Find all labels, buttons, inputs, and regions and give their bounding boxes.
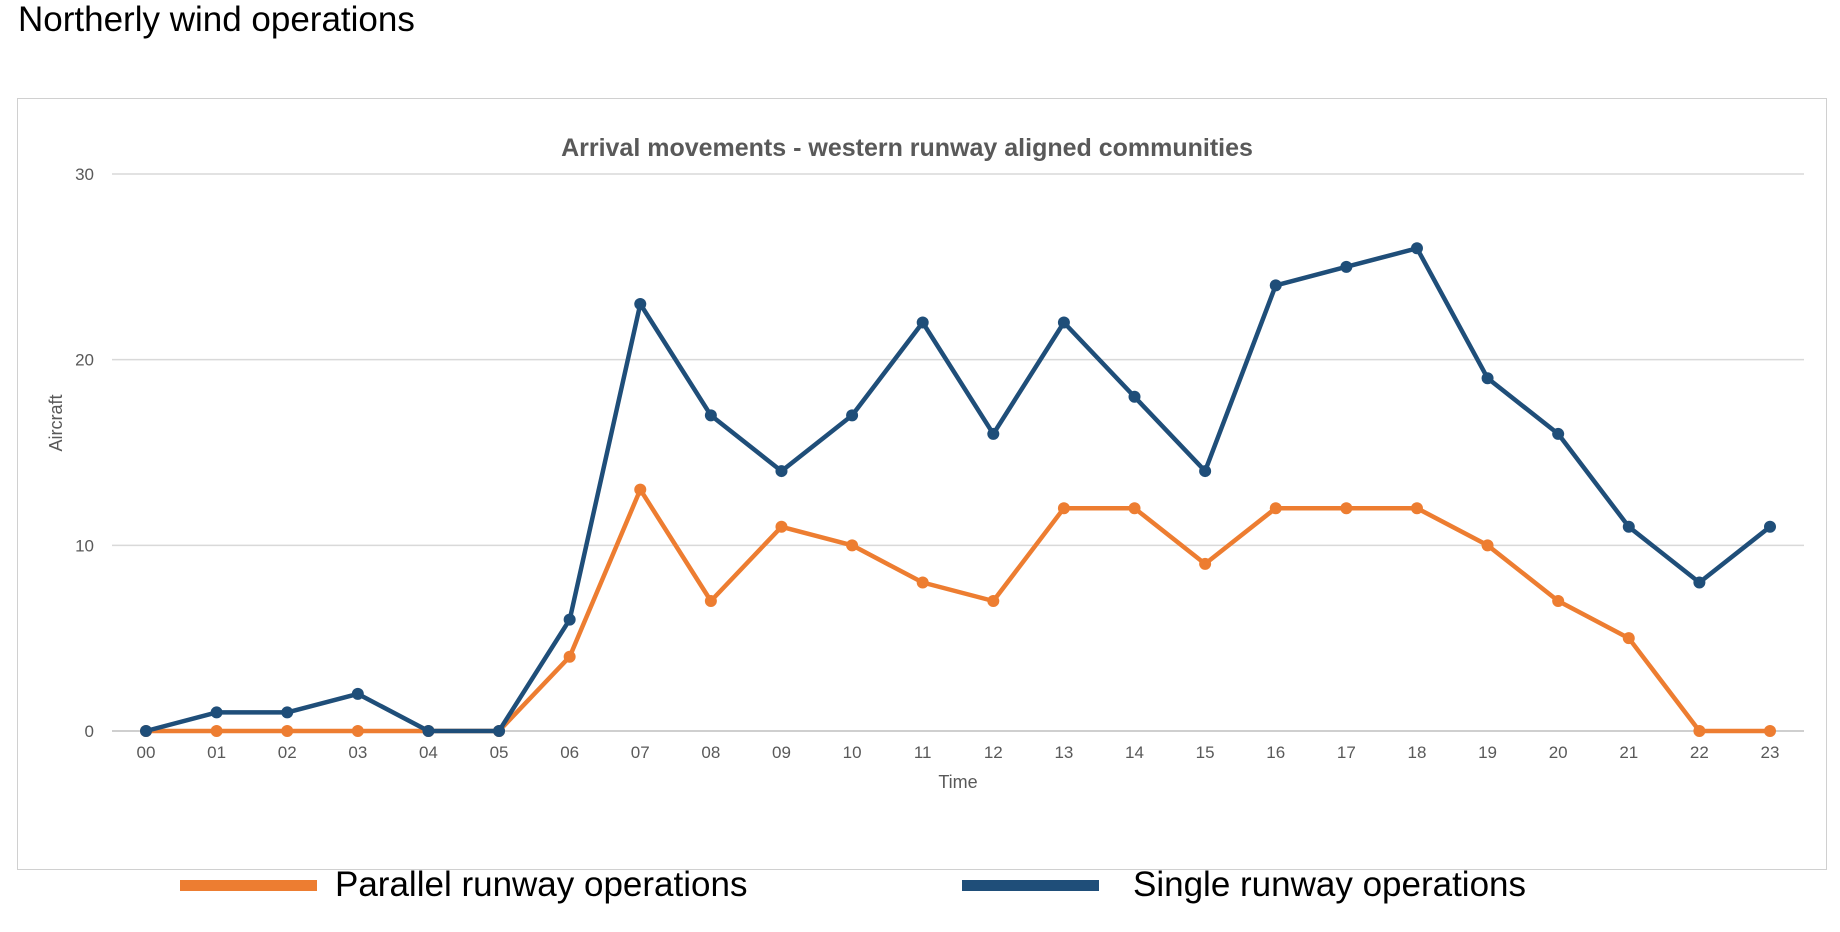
data-point — [634, 297, 647, 310]
x-tick-label: 02 — [278, 743, 297, 762]
data-point — [775, 520, 788, 533]
data-point — [634, 483, 647, 496]
legend-swatch-parallel — [180, 879, 317, 891]
data-point — [1481, 372, 1494, 385]
data-point — [1481, 539, 1494, 552]
series-layer — [140, 242, 1776, 737]
data-point — [1764, 725, 1776, 737]
series-1 — [140, 242, 1776, 737]
data-point — [422, 725, 435, 737]
gridlines — [112, 173, 1804, 732]
x-tick-label: 09 — [772, 743, 791, 762]
data-point — [210, 706, 223, 719]
data-point — [1269, 502, 1282, 515]
data-point — [493, 725, 506, 737]
x-tick-label: 12 — [984, 743, 1003, 762]
x-tick-label: 16 — [1266, 743, 1285, 762]
series-line — [143, 487, 1773, 734]
x-tick-label: 15 — [1196, 743, 1215, 762]
data-point — [281, 706, 294, 719]
data-point — [351, 725, 364, 737]
legend: Parallel runway operations Single runway… — [0, 860, 1840, 910]
x-tick-label: 01 — [207, 743, 226, 762]
data-point — [846, 409, 859, 422]
data-point — [1057, 502, 1070, 515]
x-tick-label: 22 — [1690, 743, 1709, 762]
data-point — [1057, 316, 1070, 329]
x-tick-label: 00 — [137, 743, 156, 762]
legend-label-single: Single runway operations — [1133, 865, 1527, 904]
data-point — [987, 595, 1000, 608]
data-point — [846, 539, 859, 552]
y-tick-labels: 0 10 20 30 — [75, 165, 94, 741]
y-tick-label: 10 — [75, 536, 94, 555]
x-tick-label: 07 — [631, 743, 650, 762]
data-point — [1340, 260, 1353, 273]
data-point — [1199, 465, 1212, 478]
data-point — [704, 409, 717, 422]
x-tick-label: 04 — [419, 743, 438, 762]
series-line — [143, 246, 1773, 734]
legend-label-parallel: Parallel runway operations — [335, 865, 748, 904]
page-heading: Northerly wind operations — [18, 0, 415, 39]
data-point — [1128, 390, 1141, 403]
data-point — [210, 725, 223, 737]
data-point — [775, 465, 788, 478]
x-tick-label: 06 — [560, 743, 579, 762]
data-point — [1269, 279, 1282, 292]
data-point — [140, 725, 152, 737]
x-tick-label: 08 — [701, 743, 720, 762]
data-point — [916, 316, 929, 329]
data-point — [563, 650, 576, 663]
y-axis-label: Aircraft — [46, 394, 66, 451]
data-point — [1410, 242, 1423, 255]
y-tick-label: 30 — [75, 165, 94, 184]
data-point — [1199, 557, 1212, 570]
y-tick-label: 20 — [75, 351, 94, 370]
x-tick-label: 03 — [348, 743, 367, 762]
data-point — [1552, 427, 1565, 440]
line-chart: Arrival movements - western runway align… — [46, 134, 1804, 792]
chart-frame — [17, 98, 1827, 870]
data-point — [1693, 725, 1706, 737]
data-point — [1622, 520, 1635, 533]
x-tick-label: 23 — [1761, 743, 1780, 762]
x-tick-label: 10 — [843, 743, 862, 762]
data-point — [1128, 502, 1141, 515]
data-point — [1622, 632, 1635, 645]
x-tick-label: 14 — [1125, 743, 1144, 762]
x-tick-label: 11 — [914, 743, 932, 762]
x-tick-label: 19 — [1478, 743, 1497, 762]
x-tick-label: 17 — [1337, 743, 1356, 762]
data-point — [916, 576, 929, 589]
data-point — [1764, 520, 1776, 533]
x-tick-label: 20 — [1549, 743, 1568, 762]
data-point — [351, 687, 364, 700]
data-point — [1410, 502, 1423, 515]
y-tick-label: 0 — [85, 722, 94, 741]
x-tick-label: 21 — [1619, 743, 1638, 762]
legend-item-parallel: Parallel runway operations — [180, 860, 747, 910]
data-point — [281, 725, 294, 737]
data-point — [1693, 576, 1706, 589]
series-0 — [140, 483, 1776, 737]
data-point — [704, 595, 717, 608]
legend-item-single: Single runway operations — [962, 860, 1526, 910]
data-point — [1340, 502, 1353, 515]
data-point — [563, 613, 576, 626]
x-tick-labels: 00 01 02 03 04 05 06 07 08 09 10 11 12 13 14 15 16 17 18 19… — [137, 743, 1780, 762]
legend-swatch-single — [962, 879, 1099, 891]
x-axis-label: Time — [938, 772, 977, 792]
data-point — [1552, 595, 1565, 608]
chart-title: Arrival movements - western runway align… — [561, 134, 1253, 162]
data-point — [987, 427, 1000, 440]
x-tick-label: 13 — [1054, 743, 1073, 762]
x-tick-label: 05 — [490, 743, 509, 762]
x-tick-label: 18 — [1407, 743, 1426, 762]
